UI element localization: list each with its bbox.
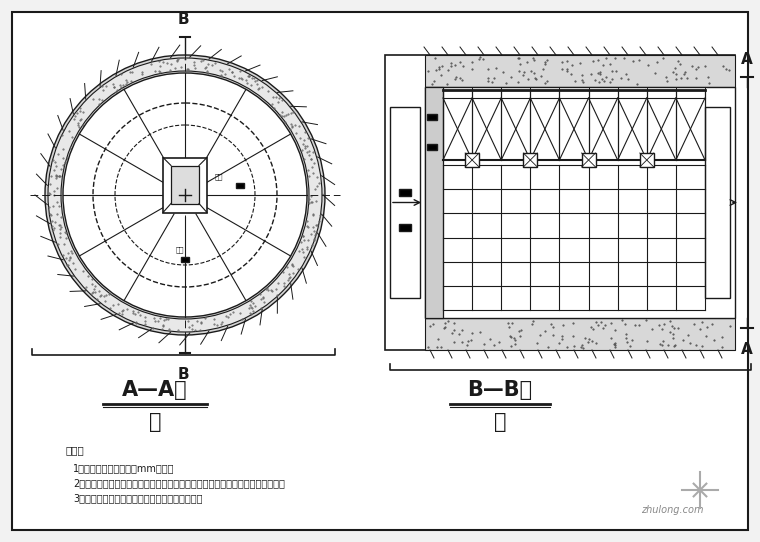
Bar [385, 55, 735, 350]
Text: 模板: 模板 [215, 173, 223, 180]
Bar [425, 318, 735, 350]
Bar [425, 87, 443, 318]
Bar [427, 114, 437, 120]
Circle shape [115, 125, 255, 265]
Bar [236, 183, 244, 188]
Bar [399, 189, 411, 196]
Text: B: B [177, 367, 188, 382]
Bar [640, 153, 654, 167]
Text: B: B [177, 12, 188, 27]
Text: 说明：: 说明： [65, 445, 84, 455]
Bar [524, 153, 537, 167]
Text: zhulong.com: zhulong.com [641, 505, 703, 515]
Circle shape [63, 73, 307, 317]
Text: A: A [741, 52, 753, 67]
Bar [181, 257, 189, 262]
Bar [390, 107, 420, 298]
Text: 面: 面 [149, 412, 161, 432]
Bar [705, 107, 730, 298]
Text: A—A剑: A—A剑 [122, 380, 188, 400]
Bar [581, 153, 596, 167]
Circle shape [93, 103, 277, 287]
Text: 台车: 台车 [176, 247, 184, 253]
Text: 面: 面 [494, 412, 506, 432]
Text: A: A [741, 342, 753, 357]
Text: 2、本台车为全断面针架钉模台车，主要由液压支腿、针架、及模板三部分组成。: 2、本台车为全断面针架钉模台车，主要由液压支腿、针架、及模板三部分组成。 [73, 478, 285, 488]
Bar [163, 158, 207, 212]
Bar [171, 165, 199, 203]
Bar [427, 144, 437, 150]
Bar [465, 153, 479, 167]
Bar [425, 55, 735, 87]
Text: B—B剑: B—B剑 [467, 380, 533, 400]
Bar [425, 87, 735, 318]
Text: 1、图中尺寸均以毫米（mm）计；: 1、图中尺寸均以毫米（mm）计； [73, 463, 175, 473]
Bar [399, 224, 411, 231]
Text: 3、模板通过设在针架端头的液压齿条机扇引动。: 3、模板通过设在针架端头的液压齿条机扇引动。 [73, 493, 202, 503]
Circle shape [45, 55, 325, 335]
